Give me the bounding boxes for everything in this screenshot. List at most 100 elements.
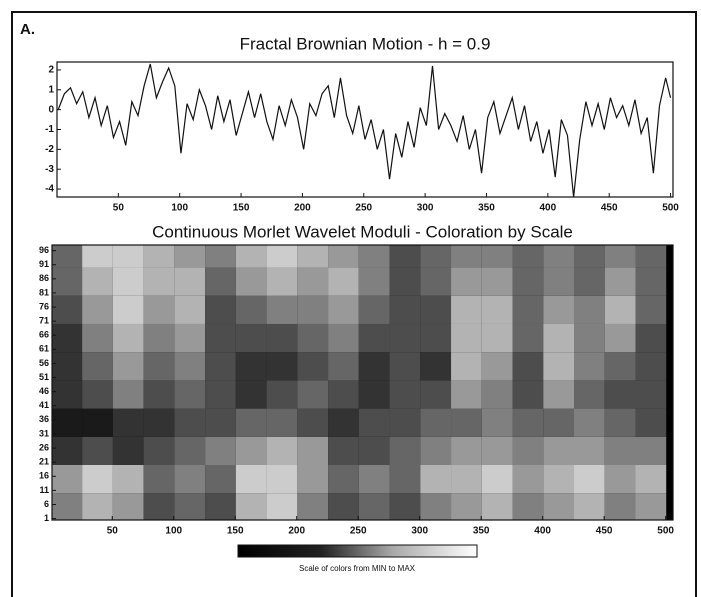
y-tick-label: 91 bbox=[39, 259, 49, 269]
heatmap-cell bbox=[82, 493, 113, 520]
heatmap-cell bbox=[481, 436, 513, 465]
heatmap-cell bbox=[297, 323, 329, 353]
heatmap-cell bbox=[358, 295, 390, 324]
heatmap-cell bbox=[389, 267, 421, 296]
heatmap-cell bbox=[82, 295, 113, 324]
heatmap-cell bbox=[328, 465, 359, 494]
heatmap-cell bbox=[82, 267, 113, 296]
heatmap-cell bbox=[512, 267, 544, 296]
heatmap-cell bbox=[389, 465, 421, 494]
y-tick-label: 11 bbox=[39, 485, 49, 495]
y-tick-label: 16 bbox=[39, 471, 49, 481]
heatmap-cell bbox=[112, 352, 144, 381]
y-tick-label: 1 bbox=[48, 84, 54, 95]
y-tick-label: 46 bbox=[39, 386, 49, 396]
heatmap-cell bbox=[358, 323, 390, 353]
heatmap-cell bbox=[635, 380, 667, 409]
heatmap-cell bbox=[512, 380, 544, 409]
heatmap-cell bbox=[328, 323, 359, 353]
heatmap-cell bbox=[604, 323, 636, 353]
heatmap-cell bbox=[358, 465, 390, 494]
heatmap-cell bbox=[143, 352, 175, 381]
y-tick-label: -3 bbox=[45, 164, 54, 175]
x-tick-label: 100 bbox=[165, 526, 182, 537]
heatmap-cell bbox=[481, 352, 513, 381]
heatmap-cell bbox=[143, 380, 175, 409]
heatmap-cell bbox=[174, 493, 206, 520]
heatmap-cell bbox=[112, 436, 144, 465]
heatmap-cell bbox=[328, 380, 359, 409]
y-tick-label: 36 bbox=[39, 414, 49, 424]
heatmap-cell bbox=[112, 408, 144, 437]
heatmap-cell bbox=[143, 267, 175, 296]
heatmap-cell bbox=[543, 295, 575, 324]
heatmap-cell bbox=[205, 493, 236, 520]
heatmap-cell bbox=[604, 493, 636, 520]
heatmap-cell bbox=[451, 493, 482, 520]
heatmap-cell bbox=[328, 408, 359, 437]
heatmap-cell bbox=[52, 295, 83, 324]
y-tick-label: 81 bbox=[39, 287, 49, 297]
x-tick-label: 250 bbox=[355, 203, 372, 214]
heatmap-cell bbox=[235, 267, 267, 296]
heatmap-cell bbox=[543, 465, 575, 494]
heatmap-cell bbox=[266, 295, 298, 324]
heatmap-cell bbox=[297, 352, 329, 381]
heatmap-cell bbox=[266, 380, 298, 409]
heatmap-cell bbox=[297, 245, 329, 268]
heatmap-cell bbox=[358, 245, 390, 268]
heatmap-cell bbox=[82, 408, 113, 437]
heatmap-cell bbox=[389, 408, 421, 437]
heatmap-cell bbox=[266, 267, 298, 296]
heatmap-cell bbox=[451, 295, 482, 324]
heatmap-cell bbox=[358, 408, 390, 437]
heatmap-cell bbox=[174, 465, 206, 494]
heatmap-cell bbox=[512, 245, 544, 268]
heatmap-cell bbox=[574, 493, 605, 520]
heatmap-cell bbox=[297, 380, 329, 409]
heatmap-cell bbox=[235, 465, 267, 494]
x-tick-label: 400 bbox=[534, 526, 551, 537]
heatmap-cell bbox=[82, 323, 113, 353]
heatmap-cell bbox=[235, 323, 267, 353]
heatmap-cell bbox=[328, 352, 359, 381]
heatmap-cell bbox=[328, 295, 359, 324]
heatmap-cell bbox=[481, 295, 513, 324]
heatmap-cell bbox=[543, 380, 575, 409]
heatmap-cell bbox=[481, 408, 513, 437]
heatmap-cell bbox=[52, 436, 83, 465]
heatmap-cell bbox=[604, 465, 636, 494]
heatmap-cell bbox=[266, 436, 298, 465]
heatmap-cell bbox=[52, 352, 83, 381]
y-tick-label: 86 bbox=[39, 273, 49, 283]
heatmap-cell bbox=[235, 408, 267, 437]
heatmap-cell bbox=[635, 436, 667, 465]
heatmap-cell bbox=[420, 380, 452, 409]
axes-frame bbox=[56, 61, 674, 198]
x-tick-label: 50 bbox=[107, 526, 119, 537]
heatmap-cell bbox=[604, 267, 636, 296]
heatmap-cell bbox=[297, 267, 329, 296]
heatmap-cell bbox=[143, 493, 175, 520]
y-tick-label: 51 bbox=[39, 372, 49, 382]
heatmap-cell bbox=[481, 245, 513, 268]
data-line bbox=[57, 63, 672, 198]
heatmap-cell bbox=[52, 323, 83, 353]
heatmap-cell bbox=[235, 493, 267, 520]
heatmap-cell bbox=[512, 436, 544, 465]
heatmap-cell bbox=[574, 352, 605, 381]
heatmap-cell bbox=[574, 323, 605, 353]
heatmap-cell bbox=[112, 323, 144, 353]
heatmap-cell bbox=[266, 493, 298, 520]
heatmap-cell bbox=[205, 465, 236, 494]
heatmap-cell bbox=[389, 295, 421, 324]
heatmap-cell bbox=[205, 436, 236, 465]
heatmap-cell bbox=[420, 245, 452, 268]
heatmap-cell bbox=[205, 352, 236, 381]
heatmap-cell bbox=[451, 380, 482, 409]
charts: Fractal Brownian Motion - h = 0.950 100 15… bbox=[39, 34, 679, 573]
y-tick-label: 31 bbox=[39, 428, 49, 438]
heatmap-cell bbox=[82, 465, 113, 494]
